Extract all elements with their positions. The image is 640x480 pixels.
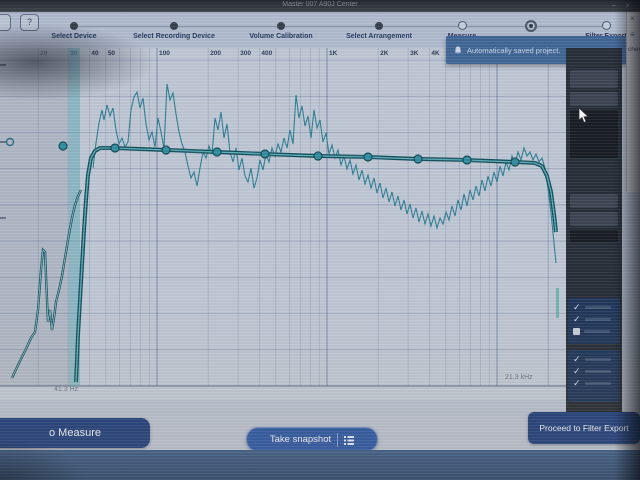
step-dot[interactable] [170,22,178,30]
measured-response-curve [92,83,557,264]
freq-tick-label: 3K [410,50,419,57]
illegible-label [584,317,611,321]
panel-row[interactable] [570,194,618,208]
curve-control-point[interactable] [58,141,68,151]
checklist-item[interactable]: ✓ [573,353,620,365]
panel-row[interactable] [570,230,618,242]
curve-control-point[interactable] [161,145,171,155]
target-filter-curve[interactable] [74,146,558,383]
checkmark-icon[interactable]: ✓ [573,302,581,312]
close-button[interactable]: × [625,1,630,10]
curve-checklist-2: ✓ ✓ ✓ [568,350,620,402]
clipped-text-fragment: chen [628,46,640,53]
measure-button[interactable]: o Measure [0,418,150,448]
checkmark-icon[interactable]: ✓ [573,354,581,364]
checklist-item[interactable]: ✓ [573,365,620,377]
curve-control-point[interactable] [510,157,520,167]
checklist-item[interactable]: ✓ [573,301,620,313]
freq-tick-label: 100 [159,50,170,57]
frequency-response-chart[interactable]: 20 30 40 50 100 200 300 400 1K 2K 3K 4K [0,48,566,400]
step-dot[interactable] [601,21,611,30]
step-dot[interactable] [457,21,467,30]
hamburger-icon[interactable]: ≡ [630,30,635,39]
right-side-panel: ✓ ✓ ✓ ✓ ✓ [566,48,622,412]
freq-tick-label: 200 [210,50,222,57]
panel-row[interactable] [570,212,618,226]
range-max-label: 21.3 kHz [505,374,533,381]
freq-tick-label: 4K [431,50,440,57]
curve-control-point[interactable] [413,154,423,164]
take-snapshot-button[interactable]: Take snapshot [246,427,378,452]
snapshot-list-icon[interactable] [344,435,355,445]
scrollbar-fragment[interactable] [556,288,559,318]
bell-icon [454,46,462,54]
background-window-edge: × ≡ chen [626,12,640,192]
checkmark-icon[interactable]: ✓ [573,378,581,388]
toast-message: Automatically saved project. [467,45,561,55]
freq-tick-label: 1K [329,50,338,57]
checklist-item[interactable] [573,325,620,337]
range-min-label: 41.3 Hz [54,386,79,393]
curve-control-point[interactable] [363,152,373,162]
chart-canvas[interactable] [0,48,566,400]
menu-button[interactable] [0,14,11,31]
illegible-label [584,357,611,361]
empty-checkbox[interactable] [573,327,580,335]
curve-control-point[interactable] [212,147,222,157]
window-title: Master 007 A90J Center [282,1,358,8]
panel-row[interactable] [570,70,618,88]
minimize-button[interactable]: − [611,1,616,10]
mouse-cursor [578,108,589,123]
button-divider [337,432,339,447]
checklist-item[interactable]: ✓ [573,313,620,325]
illegible-label [584,329,610,333]
step-dot[interactable] [277,22,285,30]
step-select-device[interactable]: Select Device [19,12,129,40]
title-bar: Master 007 A90J Center − × [0,0,640,12]
freq-tick-label: 300 [240,50,251,57]
checkmark-icon[interactable]: ✓ [573,314,581,324]
out-of-range-shade [0,48,69,386]
step-label: Select Device [51,33,97,40]
step-dot[interactable] [525,20,537,32]
curve-checklist-1: ✓ ✓ [568,298,620,344]
freq-tick-label: 2K [380,50,389,57]
freq-tick-label: 30 [70,50,78,57]
step-dot[interactable] [375,22,383,30]
step-volume-calibration[interactable]: Volume Calibration [226,12,336,40]
step-label: Volume Calibration [249,33,313,40]
curve-control-point[interactable] [110,143,120,153]
freq-tick-label: 400 [261,50,273,57]
illegible-label [584,369,611,373]
checklist-item[interactable]: ✓ [573,377,620,389]
proceed-to-filter-export-button[interactable]: Proceed to Filter Export [528,412,640,444]
illegible-label [584,381,611,385]
step-select-recording-device[interactable]: Select Recording Device [119,12,229,40]
snapshot-label: Take snapshot [269,434,332,445]
windows-taskbar: e 10°C Bewölkt ^ DEU 11:3 19.11.2 [0,450,640,480]
panel-row[interactable] [570,92,618,106]
freq-tick-label: 50 [107,50,116,57]
target-filter-curve-inner [75,147,557,383]
freq-tick-label: 40 [91,50,99,57]
checkmark-icon[interactable]: ✓ [573,366,581,376]
curve-control-point[interactable] [313,151,323,161]
step-label: Select Recording Device [133,33,215,40]
close-icon[interactable]: × [630,14,635,23]
curve-control-point[interactable] [260,149,270,159]
freq-tick-label: 20 [40,50,48,57]
illegible-label [584,305,611,309]
curve-control-point[interactable] [462,155,472,165]
step-dot[interactable] [70,22,78,30]
